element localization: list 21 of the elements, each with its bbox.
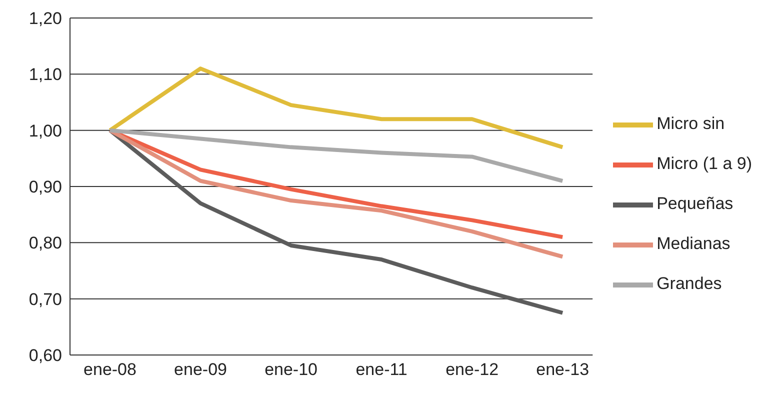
y-tick-label: 0,90 — [28, 178, 62, 197]
y-tick-label: 1,20 — [28, 9, 62, 28]
x-tick-label: ene-10 — [264, 360, 318, 380]
y-tick-label: 0,60 — [28, 346, 62, 366]
y-tick-label: 1,00 — [28, 121, 62, 140]
x-tick-label: ene-13 — [536, 360, 590, 380]
x-tick-label: ene-11 — [356, 360, 408, 380]
x-tick-label: ene-08 — [84, 360, 136, 380]
y-tick-label: 0,80 — [28, 234, 62, 253]
legend-label: Grandes — [656, 274, 722, 293]
legend-label: Micro (1 a 9) — [656, 154, 752, 173]
y-tick-label: 0,70 — [28, 290, 62, 309]
x-tick-label: ene-09 — [174, 360, 227, 380]
line-series — [108, 128, 565, 183]
line-series — [108, 66, 565, 150]
y-tick-label: 1,10 — [28, 65, 62, 84]
line-series — [108, 128, 565, 315]
legend-label: Pequeñas — [656, 194, 734, 213]
x-tick-label: ene-12 — [446, 360, 499, 380]
legend-label: Medianas — [656, 234, 730, 253]
legend-label: Micro sin — [656, 114, 725, 133]
